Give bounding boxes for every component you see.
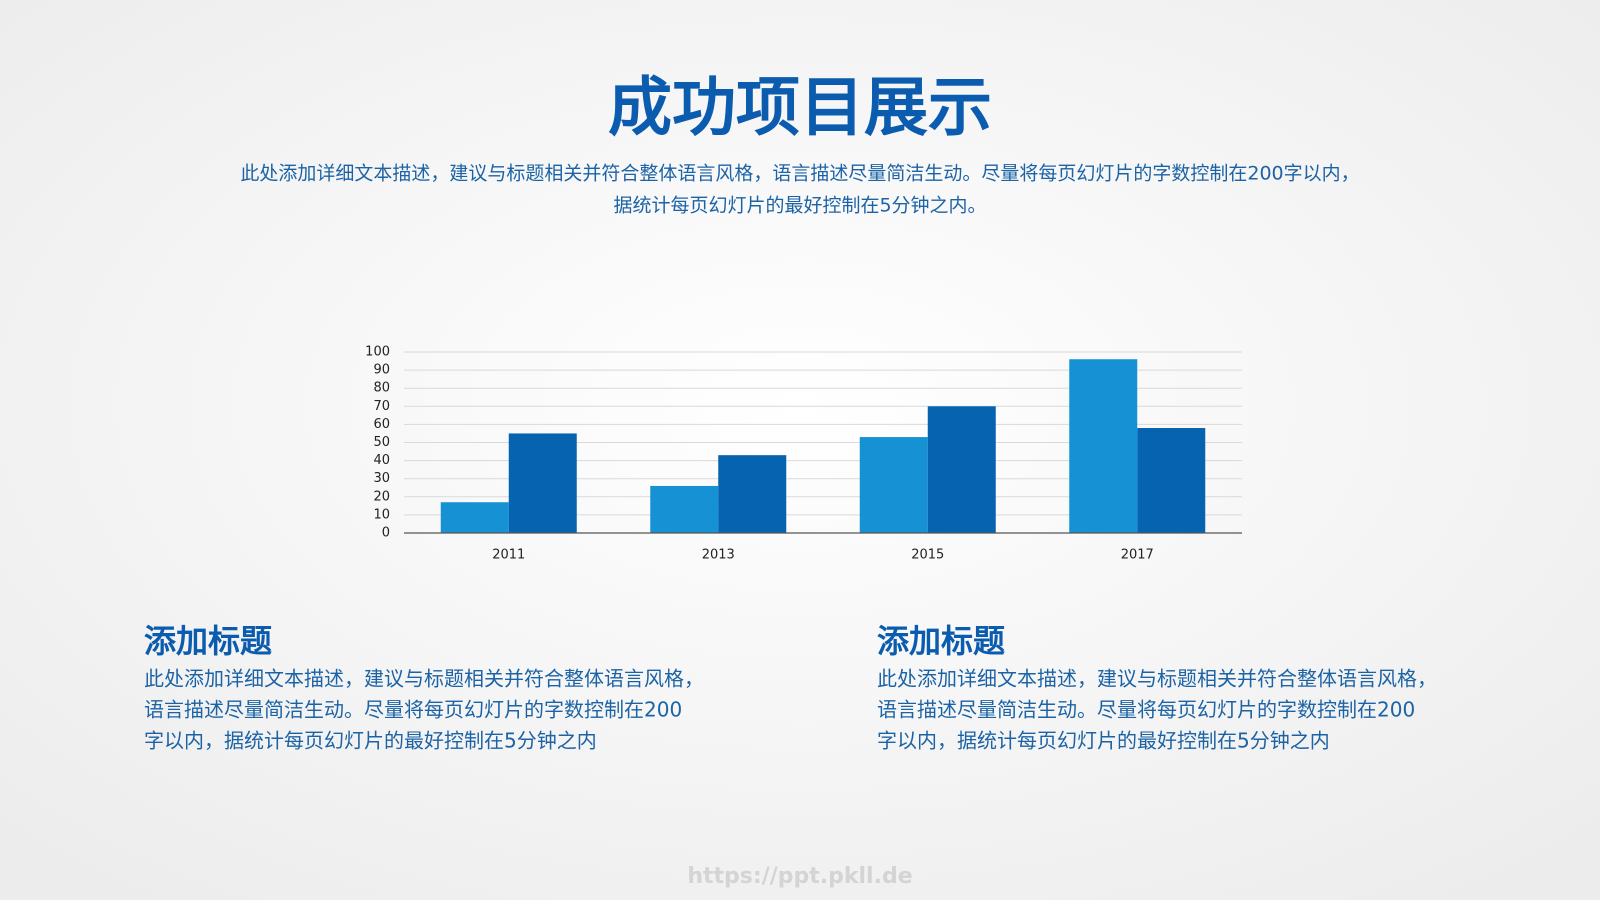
bar [1137, 428, 1206, 533]
x-tick-label: 2017 [1121, 548, 1154, 563]
section-line: 语言描述尽量简洁生动。尽量将每页幻灯片的字数控制在200 [144, 698, 682, 722]
bar [508, 433, 577, 533]
y-tick-label: 30 [373, 471, 390, 486]
y-tick-label: 40 [373, 453, 390, 468]
section-line: 此处添加详细文本描述，建议与标题相关并符合整体语言风格， [877, 667, 1437, 691]
section-line: 字以内，据统计每页幻灯片的最好控制在5分钟之内 [877, 729, 1330, 753]
section-line: 字以内，据统计每页幻灯片的最好控制在5分钟之内 [144, 729, 597, 753]
section-line: 语言描述尽量简洁生动。尽量将每页幻灯片的字数控制在200 [877, 698, 1415, 722]
y-tick-label: 0 [382, 526, 390, 541]
section-title: 添加标题 [877, 622, 1005, 660]
subtitle-line: 据统计每页幻灯片的最好控制在5分钟之内。 [613, 195, 986, 217]
y-tick-label: 100 [365, 345, 390, 360]
x-tick-label: 2013 [702, 548, 735, 563]
subtitle-line: 此处添加详细文本描述，建议与标题相关并符合整体语言风格，语言描述尽量简洁生动。尽… [240, 163, 1359, 185]
y-tick-label: 80 [373, 381, 390, 396]
bar [718, 455, 787, 533]
bar [859, 437, 928, 533]
y-tick-label: 20 [373, 489, 390, 504]
y-tick-label: 60 [373, 417, 390, 432]
bar [650, 485, 719, 533]
slide-title: 成功项目展示 [608, 72, 992, 146]
footer-url: https://ppt.pkll.de [687, 864, 912, 889]
y-tick-label: 50 [373, 435, 390, 450]
bar [1069, 359, 1138, 533]
x-tick-label: 2011 [492, 548, 525, 563]
x-tick-label: 2015 [911, 548, 944, 563]
y-tick-label: 90 [373, 363, 390, 378]
chart: 0 10 20 30 40 50 60 70 80 90 100 2011 2013 2015 2017 [365, 345, 1242, 563]
y-tick-label: 10 [373, 507, 390, 522]
section-line: 此处添加详细文本描述，建议与标题相关并符合整体语言风格， [144, 667, 704, 691]
y-tick-label: 70 [373, 399, 390, 414]
bar [440, 502, 509, 533]
bar [927, 406, 996, 533]
section-title: 添加标题 [144, 622, 272, 660]
